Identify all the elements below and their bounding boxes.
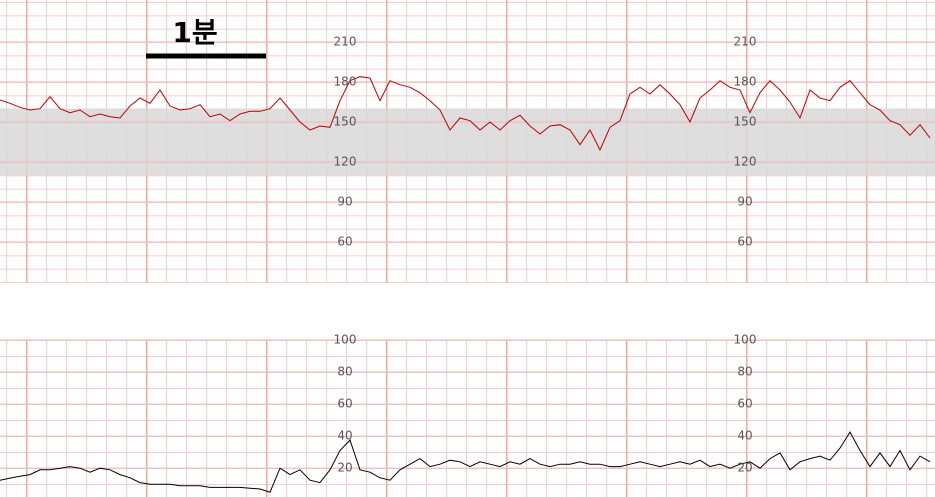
y-tick-label: 60 bbox=[337, 397, 352, 411]
y-tick-label: 60 bbox=[337, 235, 352, 249]
y-tick-label: 20 bbox=[337, 461, 352, 475]
y-tick-label: 40 bbox=[337, 429, 352, 443]
y-tick-label: 120 bbox=[334, 155, 357, 169]
y-tick-label: 20 bbox=[737, 461, 752, 475]
normal-band bbox=[0, 108, 935, 176]
y-tick-label: 180 bbox=[734, 75, 757, 89]
y-tick-label: 90 bbox=[337, 195, 352, 209]
y-tick-label: 100 bbox=[334, 333, 357, 347]
y-tick-label: 210 bbox=[734, 35, 757, 49]
time-grid bbox=[0, 340, 935, 497]
contraction-panel: 20 20 40 40 60 60 80 80 100 100 bbox=[0, 333, 935, 497]
y-tick-label: 40 bbox=[737, 429, 752, 443]
trace bbox=[0, 76, 931, 152]
y-tick-label: 80 bbox=[737, 365, 752, 379]
y-tick-label: 210 bbox=[334, 35, 357, 49]
y-tick-label: 60 bbox=[737, 235, 752, 249]
trace bbox=[0, 431, 931, 493]
y-tick-label: 100 bbox=[734, 333, 757, 347]
y-tick-label: 120 bbox=[734, 155, 757, 169]
heart-rate-panel: 60 60 90 90 120 120 150 150 180 180 210 210 bbox=[0, 0, 935, 283]
y-tick-label: 180 bbox=[334, 75, 357, 89]
y-tick-label: 80 bbox=[337, 365, 352, 379]
y-tick-label: 150 bbox=[334, 115, 357, 129]
y-tick-label: 150 bbox=[734, 115, 757, 129]
y-tick-label: 90 bbox=[737, 195, 752, 209]
y-tick-label: 60 bbox=[737, 397, 752, 411]
scale-label: 1분 bbox=[172, 16, 217, 49]
